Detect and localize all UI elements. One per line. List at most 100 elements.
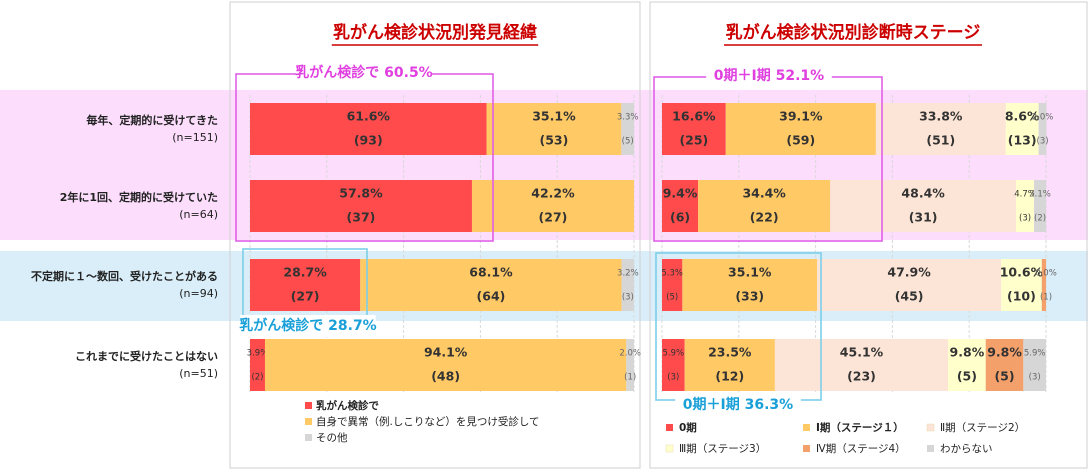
bar-segment bbox=[1034, 180, 1046, 232]
data-label: 9.8% bbox=[987, 345, 1022, 360]
data-label: 42.2% bbox=[531, 186, 575, 201]
callout-label-bg bbox=[675, 394, 801, 416]
row-label: 毎年、定期的に受けてきた bbox=[86, 113, 218, 127]
legend-label: Ⅰ期（ステージ１） bbox=[816, 421, 904, 434]
callout-label: 乳がん検診で 60.5% bbox=[295, 64, 432, 81]
data-label: 4.7% bbox=[1014, 190, 1036, 200]
row-n-label: (n=151) bbox=[172, 131, 218, 144]
bar-segment bbox=[985, 339, 1024, 391]
legend-swatch bbox=[926, 423, 935, 432]
data-label: 3.2% bbox=[617, 269, 639, 279]
bar-segment bbox=[250, 180, 472, 232]
data-label: 68.1% bbox=[469, 265, 513, 280]
callout-label: 乳がん検診で 28.7% bbox=[239, 317, 376, 334]
bar-segment bbox=[725, 103, 876, 155]
count-label: (93) bbox=[354, 133, 383, 148]
count-label: (6) bbox=[670, 210, 690, 225]
legend-label: 自身で異常（例.しこりなど）を見つけ受診して bbox=[316, 415, 540, 428]
data-label: 35.1% bbox=[728, 265, 772, 280]
bar-segment bbox=[360, 259, 622, 311]
data-label: 5.9% bbox=[1024, 349, 1046, 359]
bar-segment bbox=[486, 103, 622, 155]
count-label: (3) bbox=[622, 293, 634, 303]
row-n-label: (n=51) bbox=[179, 367, 218, 380]
data-label: 5.3% bbox=[661, 269, 683, 279]
callout-label-bg bbox=[240, 315, 376, 337]
legend-label: 乳がん検診で bbox=[316, 399, 379, 412]
count-label: (48) bbox=[431, 369, 460, 384]
data-label: 94.1% bbox=[424, 345, 468, 360]
data-label: 61.6% bbox=[347, 109, 391, 124]
bar-segment bbox=[1005, 103, 1039, 155]
data-label: 34.4% bbox=[742, 186, 786, 201]
bar-segment bbox=[774, 339, 949, 391]
bar-segment bbox=[626, 339, 634, 391]
bar-segment bbox=[264, 339, 627, 391]
count-label: (3) bbox=[1037, 137, 1049, 147]
callout-label: 0期＋Ⅰ期 52.1% bbox=[714, 68, 824, 84]
count-label: (12) bbox=[715, 369, 744, 384]
count-label: (27) bbox=[291, 289, 320, 304]
count-label: (27) bbox=[539, 210, 568, 225]
legend-label: Ⅱ期（ステージ2） bbox=[940, 422, 1025, 434]
count-label: (3) bbox=[1019, 214, 1031, 224]
data-label: 28.7% bbox=[283, 265, 327, 280]
bar-segment bbox=[684, 339, 775, 391]
legend-swatch bbox=[305, 418, 312, 425]
data-label: 0.0% bbox=[1035, 269, 1057, 279]
count-label: (1) bbox=[624, 373, 636, 383]
bar-segment bbox=[621, 103, 634, 155]
legend-swatch bbox=[803, 424, 810, 431]
count-label: (64) bbox=[477, 289, 506, 304]
bar-segment bbox=[817, 259, 1002, 311]
data-label: 47.9% bbox=[887, 265, 931, 280]
data-label: 23.5% bbox=[708, 345, 752, 360]
row-label: 不定期に１～数回、受けたことがある bbox=[31, 269, 218, 283]
data-label: 39.1% bbox=[779, 109, 823, 124]
data-label: 57.8% bbox=[339, 186, 383, 201]
bar-segment bbox=[662, 259, 683, 311]
legend-swatch bbox=[665, 444, 674, 453]
callout-label-bg bbox=[706, 65, 832, 87]
chart-title: 乳がん検診状況別診断時ステージ bbox=[726, 22, 981, 43]
count-label: (1) bbox=[1040, 293, 1052, 303]
legend-swatch bbox=[803, 445, 810, 452]
bar-segment bbox=[662, 103, 726, 155]
legend-swatch bbox=[305, 434, 312, 441]
callout-label: 0期＋Ⅰ期 36.3% bbox=[683, 397, 793, 413]
count-label: (5) bbox=[957, 369, 977, 384]
data-label: 10.6% bbox=[1000, 265, 1044, 280]
bar-segment bbox=[621, 259, 634, 311]
count-label: (33) bbox=[735, 289, 764, 304]
callout-label-bg bbox=[296, 62, 432, 84]
data-label: 48.4% bbox=[901, 186, 945, 201]
legend-swatch bbox=[666, 424, 673, 431]
data-label: 3.1% bbox=[1029, 190, 1051, 200]
row-n-label: (n=94) bbox=[179, 287, 218, 300]
row-label: これまでに受けたことはない bbox=[75, 349, 218, 363]
count-label: (23) bbox=[847, 369, 876, 384]
count-label: (3) bbox=[667, 373, 679, 383]
legend-label: 0期 bbox=[679, 421, 697, 434]
data-label: 45.1% bbox=[840, 345, 884, 360]
bar-segment bbox=[1023, 339, 1046, 391]
legend-label: Ⅲ期（ステージ3） bbox=[679, 443, 766, 455]
data-label: 33.8% bbox=[919, 109, 963, 124]
panel-frame-1 bbox=[229, 1, 641, 469]
count-label: (53) bbox=[540, 133, 569, 148]
bar-segment bbox=[662, 339, 685, 391]
bar-segment bbox=[830, 180, 1017, 232]
legend-swatch bbox=[305, 402, 312, 409]
count-label: (25) bbox=[679, 133, 708, 148]
data-label: 2.0% bbox=[619, 349, 641, 359]
count-label: (2) bbox=[1034, 214, 1046, 224]
count-label: (31) bbox=[909, 210, 938, 225]
bar-segment bbox=[1016, 180, 1035, 232]
count-label: (3) bbox=[1029, 373, 1041, 383]
data-label: 3.9% bbox=[247, 349, 269, 359]
row-label: 2年に1回、定期的に受けていた bbox=[60, 190, 218, 204]
count-label: (2) bbox=[251, 373, 263, 383]
data-label: 9.4% bbox=[663, 186, 698, 201]
count-label: (51) bbox=[926, 133, 955, 148]
